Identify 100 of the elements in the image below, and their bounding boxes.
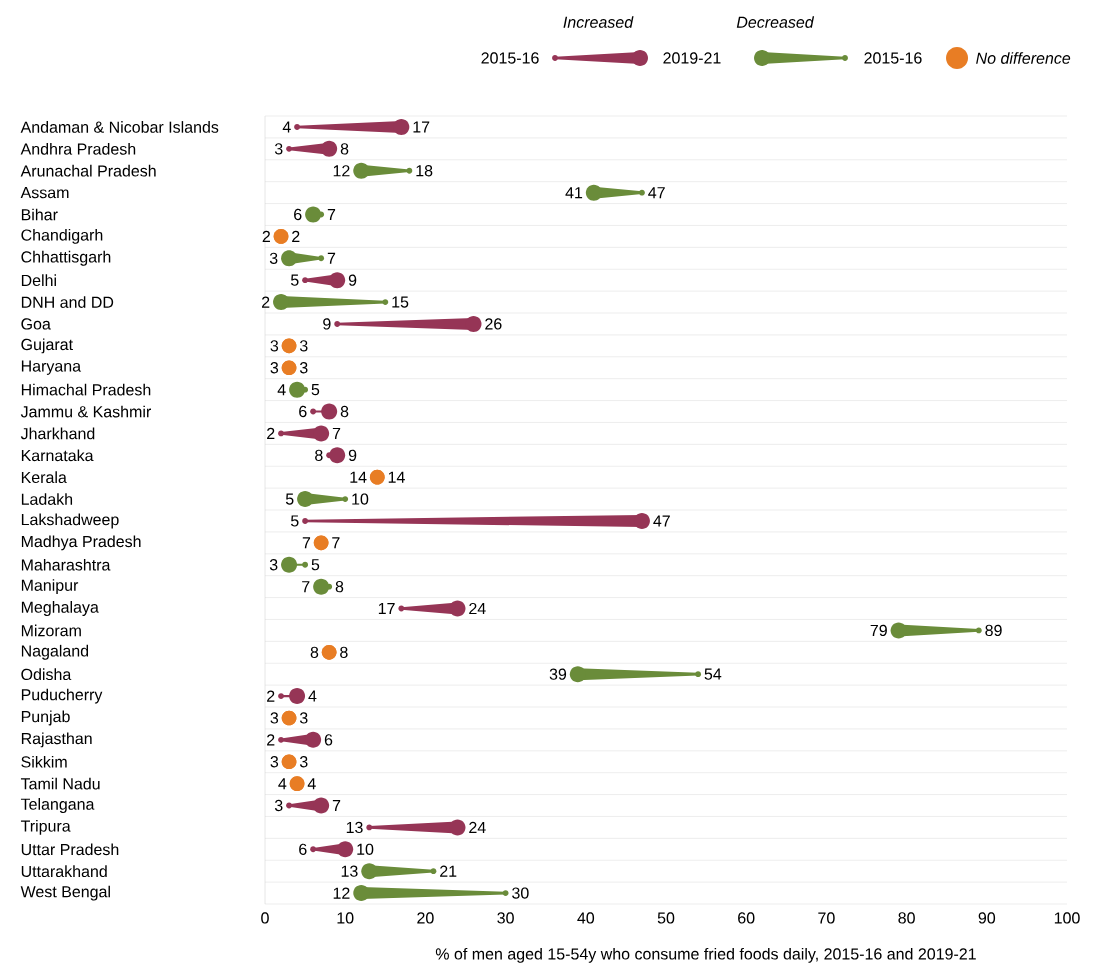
y-tick-label: Delhi — [21, 274, 56, 287]
data-label: 2 — [292, 230, 300, 242]
y-tick-label: Arunachal Pradesh — [20, 164, 156, 177]
data-label: 47 — [653, 515, 670, 527]
data-label: 13 — [346, 821, 363, 834]
data-label: 4 — [307, 778, 316, 790]
data-label: 10 — [357, 843, 374, 855]
data-label: 4 — [308, 690, 317, 702]
y-tick-label: Bihar — [21, 208, 58, 221]
y-tick-label: Telangana — [20, 798, 95, 813]
data-label: 8 — [340, 405, 349, 418]
data-label: 3 — [299, 712, 308, 724]
y-tick-label: Kerala — [21, 471, 67, 484]
y-tick-label: Gujarat — [21, 338, 73, 354]
y-tick-label: Punjab — [21, 710, 70, 726]
data-label: 6 — [299, 405, 307, 418]
y-tick-label: Himachal Pradesh — [21, 383, 151, 396]
y-tick-label: DNH and DD — [21, 296, 114, 308]
y-tick-label: Puducherry — [21, 688, 103, 704]
data-label: 3 — [274, 143, 283, 155]
data-label: 4 — [277, 384, 286, 396]
data-label: 12 — [333, 887, 350, 899]
data-label: 7 — [302, 537, 311, 549]
y-tick-label: Sikkim — [21, 755, 67, 768]
data-label: 10 — [352, 493, 369, 505]
data-label: 8 — [335, 580, 344, 593]
data-label: 3 — [299, 362, 308, 374]
x-tick-label: 70 — [818, 912, 835, 924]
data-label: 3 — [270, 712, 279, 724]
data-label: 3 — [269, 252, 278, 264]
data-label: 5 — [285, 493, 294, 505]
data-label: 12 — [333, 165, 350, 177]
legend-label: 2015-16 — [864, 52, 922, 64]
data-label: 41 — [565, 187, 583, 199]
data-label: 3 — [270, 756, 279, 768]
x-tick-label: 20 — [417, 912, 434, 924]
data-label: 2 — [267, 734, 275, 746]
data-label: 17 — [378, 603, 395, 615]
data-label: 3 — [269, 559, 278, 571]
y-tick-label: Uttar Pradesh — [21, 843, 119, 856]
y-tick-label: Lakshadweep — [21, 513, 119, 529]
y-tick-label: Jammu & Kashmir — [20, 405, 151, 418]
y-tick-label: Andaman & Nicobar Islands — [20, 121, 219, 133]
data-label: 5 — [290, 515, 299, 527]
data-label: 3 — [270, 340, 279, 352]
y-tick-label: Mizoram — [21, 624, 81, 637]
x-tick-label: 30 — [497, 912, 514, 924]
data-label: 89 — [985, 624, 1002, 637]
x-tick-label: 40 — [577, 912, 595, 924]
data-label: 14 — [388, 471, 405, 483]
data-label: 5 — [311, 384, 320, 396]
y-tick-label: Karnataka — [21, 449, 94, 462]
data-label: 5 — [290, 274, 299, 286]
x-tick-label: 60 — [738, 912, 755, 924]
data-label: 47 — [648, 187, 665, 199]
x-tick-label: 50 — [657, 912, 675, 924]
y-tick-label: Uttarakhand — [21, 865, 107, 878]
data-label: 14 — [350, 471, 367, 483]
y-tick-label: Haryana — [21, 360, 82, 375]
x-axis-title: % of men aged 15-54y who consume fried foods daily, 2015-16 and 2019-21 — [435, 947, 976, 963]
y-tick-label: Odisha — [21, 668, 72, 681]
data-label: 54 — [704, 668, 722, 680]
data-label: 21 — [440, 865, 457, 877]
data-label: 2 — [267, 427, 275, 439]
data-label: 6 — [324, 734, 333, 746]
data-label: 7 — [332, 537, 340, 549]
y-tick-label: Andhra Pradesh — [20, 142, 136, 155]
x-tick-label: 10 — [337, 912, 354, 924]
data-label: 3 — [274, 799, 283, 812]
data-label: 4 — [282, 121, 291, 133]
data-label: 7 — [332, 427, 341, 439]
data-label: 7 — [327, 252, 336, 264]
data-label: 7 — [327, 209, 336, 221]
y-tick-label: Chandigarh — [21, 228, 103, 244]
data-label: 39 — [549, 668, 567, 680]
data-label: 9 — [348, 274, 357, 286]
data-label: 3 — [299, 756, 308, 768]
y-tick-label: Madhya Pradesh — [21, 535, 141, 551]
y-tick-label: Goa — [21, 318, 51, 330]
y-tick-label: Maharashtra — [21, 558, 111, 571]
data-label: 79 — [870, 624, 887, 637]
y-tick-label: Ladakh — [21, 493, 73, 505]
legend-label: 2019-21 — [663, 52, 721, 64]
y-tick-label: Chhattisgarh — [21, 250, 111, 266]
y-tick-label: West Bengal — [20, 885, 110, 901]
x-tick-label: 0 — [261, 912, 269, 924]
y-tick-label: Tamil Nadu — [20, 777, 100, 790]
x-tick-label: 80 — [898, 912, 915, 924]
data-label: 7 — [332, 800, 341, 812]
data-label: 3 — [299, 340, 308, 352]
y-tick-label: Jharkhand — [20, 427, 95, 440]
data-label: 8 — [310, 646, 319, 658]
y-tick-label: Rajasthan — [21, 732, 92, 748]
data-label: 2 — [262, 296, 270, 308]
data-label: 24 — [469, 821, 486, 833]
y-tick-label: Meghalaya — [21, 601, 99, 616]
y-tick-label: Nagaland — [21, 644, 89, 660]
y-tick-label: Assam — [20, 187, 69, 199]
data-label: 8 — [315, 449, 323, 461]
x-tick-label: 100 — [1054, 912, 1080, 924]
